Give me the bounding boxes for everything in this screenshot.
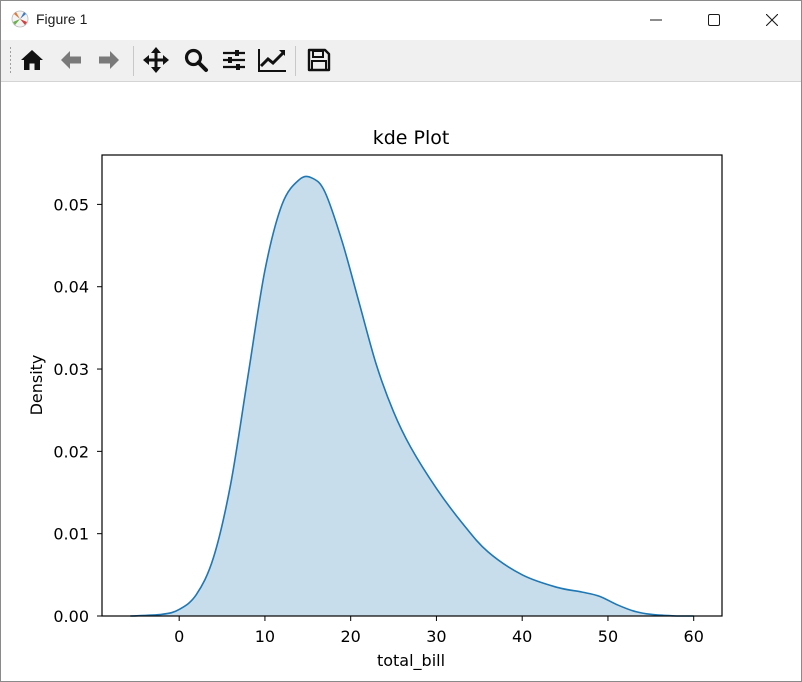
zoom-button[interactable] <box>179 43 213 77</box>
y-tick-label: 0.00 <box>53 607 89 626</box>
matplotlib-icon <box>11 10 29 28</box>
figure-canvas[interactable]: kde Plot 0 10 20 30 40 50 60 0.00 0.01 0.02 0.03 0… <box>1 82 801 681</box>
toolbar-separator <box>133 46 134 76</box>
title-bar[interactable]: Figure 1 <box>1 1 801 39</box>
toolbar-separator <box>295 46 296 76</box>
y-tick-label: 0.05 <box>53 195 89 214</box>
x-tick-label: 60 <box>684 627 704 646</box>
configure-subplots-button[interactable] <box>217 43 251 77</box>
x-axis-label: total_bill <box>377 651 445 671</box>
y-axis-ticks: 0.00 0.01 0.02 0.03 0.04 0.05 <box>53 195 102 626</box>
pan-button[interactable] <box>139 43 173 77</box>
forward-arrow-icon <box>99 51 119 69</box>
y-tick-label: 0.02 <box>53 442 89 461</box>
navigation-toolbar <box>1 40 801 82</box>
minimize-button[interactable] <box>627 1 685 39</box>
x-tick-label: 40 <box>512 627 532 646</box>
home-icon <box>21 50 43 70</box>
kde-chart: kde Plot 0 10 20 30 40 50 60 0.000.010.020.030… <box>27 127 723 671</box>
close-icon <box>766 14 778 26</box>
x-tick-label: 30 <box>426 627 446 646</box>
plot-area <box>130 175 694 617</box>
y-axis-label: Density <box>27 355 46 416</box>
x-tick-label: 50 <box>598 627 618 646</box>
close-button[interactable] <box>743 1 801 39</box>
kde-density-line <box>130 175 694 617</box>
chart-title: kde Plot <box>373 127 450 149</box>
x-axis-ticks: 0 10 20 30 40 50 60 <box>174 616 704 646</box>
save-disk-icon <box>307 48 331 72</box>
save-button[interactable] <box>302 43 336 77</box>
back-arrow-icon <box>61 51 81 69</box>
maximize-button[interactable] <box>685 1 743 39</box>
edit-axis-button[interactable] <box>255 43 289 77</box>
minimize-icon <box>650 19 662 21</box>
configure-subplots-icon <box>223 50 245 70</box>
x-tick-label: 10 <box>255 627 275 646</box>
x-tick-label: 20 <box>341 627 361 646</box>
edit-axis-line-icon <box>258 49 286 72</box>
home-button[interactable] <box>15 43 49 77</box>
axes-frame <box>101 154 723 617</box>
toolbar-grip-icon <box>10 47 11 75</box>
window-title: Figure 1 <box>36 11 88 27</box>
maximize-icon <box>708 14 720 26</box>
pan-move-icon <box>143 47 169 73</box>
y-tick-label: 0.04 <box>53 278 89 297</box>
y-tick-label: 0.03 <box>53 360 89 379</box>
kde-fill-area <box>130 176 694 616</box>
back-button[interactable] <box>54 43 88 77</box>
y-tick-label: 0.01 <box>53 525 89 544</box>
forward-button[interactable] <box>92 43 126 77</box>
x-tick-label: 0 <box>174 627 184 646</box>
zoom-magnifier-icon <box>184 48 208 72</box>
